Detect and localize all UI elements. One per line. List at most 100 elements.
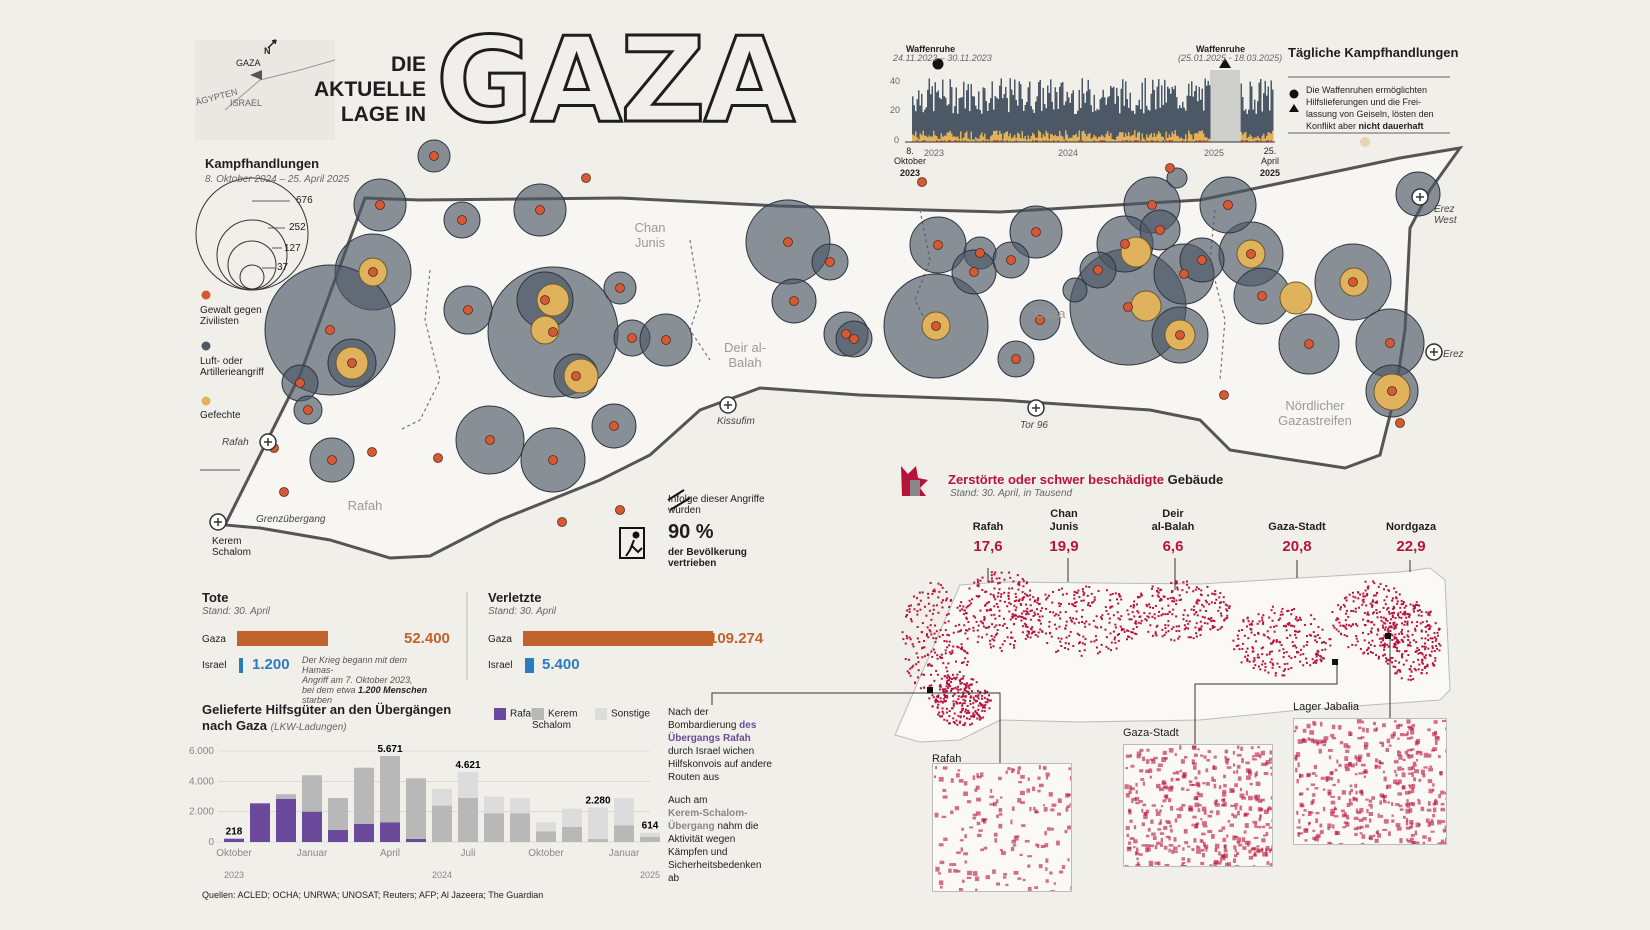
damage-dot	[1421, 668, 1424, 671]
damage-dot	[1402, 602, 1405, 605]
damage-dot	[1029, 604, 1032, 607]
aid-bar-rafah	[354, 823, 374, 842]
timeline-bar-combat	[1095, 136, 1097, 142]
inset-damage	[1013, 870, 1019, 875]
inset-damage	[1373, 834, 1376, 838]
damage-dot	[1092, 619, 1095, 622]
aid-note-2: Auch am Kerem-Schalom- Übergang nahm die…	[668, 795, 762, 884]
damage-dot	[1094, 625, 1097, 628]
damage-dot	[979, 579, 982, 582]
inset-damage	[1181, 863, 1184, 866]
damage-dot	[985, 590, 988, 593]
damage-dot	[1345, 609, 1348, 612]
damage-dot	[1364, 595, 1367, 598]
damage-dot	[942, 599, 945, 602]
damage-dot	[1384, 618, 1387, 621]
damage-dot	[1109, 605, 1112, 608]
inset-damage	[1253, 795, 1258, 800]
inset-damage	[1393, 760, 1399, 764]
damage-dot	[985, 633, 988, 636]
timeline-bar-violence	[1137, 140, 1139, 142]
damage-dot	[1378, 610, 1381, 613]
damage-dot	[1015, 596, 1018, 599]
damage-dot	[1135, 622, 1138, 625]
damage-dot	[1048, 594, 1051, 597]
damage-dot	[1428, 611, 1431, 614]
damage-dot	[1024, 617, 1027, 620]
timeline-bar-air	[1086, 91, 1088, 142]
damage-dot	[1383, 646, 1386, 649]
inset-damage	[1422, 773, 1426, 778]
damage-dot	[958, 721, 961, 724]
damage-dot	[1117, 633, 1120, 636]
timeline-bar-air	[1185, 110, 1187, 142]
timeline-bar-air	[945, 97, 947, 142]
damage-dot	[1240, 661, 1243, 664]
damage-dot	[930, 633, 933, 636]
timeline-bar-violence	[1140, 140, 1142, 142]
inset-damage	[1265, 848, 1268, 853]
damage-dot	[944, 700, 947, 703]
timeline-bar-air	[1057, 108, 1059, 142]
damage-dot	[1363, 611, 1366, 614]
violence-dot	[375, 200, 385, 210]
inset-damage	[1193, 796, 1199, 801]
inset-damage	[1440, 790, 1444, 795]
damage-dot	[1434, 622, 1437, 625]
timeline-bar-air	[1179, 105, 1181, 142]
timeline-bar-air	[1261, 111, 1263, 142]
inset-damage	[1408, 808, 1413, 813]
timeline-bar-combat	[978, 139, 980, 142]
inset-damage	[1176, 778, 1179, 781]
timeline-bar-violence	[1048, 140, 1050, 142]
damage-dot	[1018, 615, 1021, 618]
damage-dot	[1413, 667, 1416, 670]
inset-damage	[938, 843, 944, 847]
damage-dot	[979, 691, 982, 694]
inset-damage	[1224, 749, 1229, 754]
inset-damage	[1268, 757, 1272, 761]
damage-dot	[1395, 623, 1398, 626]
timeline-bar-air	[1131, 110, 1133, 142]
damage-dot	[1090, 640, 1093, 643]
damage-dot	[1370, 621, 1373, 624]
damage-dot	[1375, 653, 1378, 656]
timeline-bar-violence	[1053, 140, 1055, 142]
damage-dot	[1387, 645, 1390, 648]
damage-dot	[919, 687, 922, 690]
timeline-bar-combat	[1072, 135, 1074, 142]
ceasefire1-label: Waffenruhe	[906, 44, 956, 54]
damage-dot	[1279, 613, 1282, 616]
timeline-bar-air	[931, 86, 933, 142]
damage-dot	[1249, 627, 1252, 630]
damage-dot	[1150, 587, 1153, 590]
damage-dot	[1075, 591, 1078, 594]
timeline-bar-combat	[1059, 130, 1061, 142]
damage-dot	[1415, 625, 1418, 628]
damage-dot	[1395, 641, 1398, 644]
violence-dot	[535, 205, 545, 215]
damage-dot	[1160, 588, 1163, 591]
inset-damage	[1260, 750, 1266, 756]
damage-dot	[947, 620, 950, 623]
damage-dot	[1055, 650, 1058, 653]
timeline-bar-air	[1036, 96, 1038, 142]
inset-damage	[1027, 886, 1032, 891]
damage-dot	[1093, 596, 1096, 599]
timeline-bar-combat	[1063, 139, 1065, 142]
inset-damage	[1140, 778, 1145, 781]
inset-damage	[1440, 802, 1445, 806]
damage-dot	[1029, 609, 1032, 612]
inset-damage	[1406, 737, 1411, 740]
damage-dot	[1024, 603, 1027, 606]
damage-dot	[948, 684, 951, 687]
damage-marker	[1385, 633, 1391, 639]
violence-dot	[969, 267, 979, 277]
timeline-bar-air	[1140, 109, 1142, 142]
damage-dot	[1119, 618, 1122, 621]
timeline-bar-air	[1129, 92, 1131, 142]
timeline-bar-air	[1116, 87, 1118, 142]
timeline-bar-air	[993, 109, 995, 142]
damage-dot	[1356, 640, 1359, 643]
damage-dot	[962, 661, 965, 664]
